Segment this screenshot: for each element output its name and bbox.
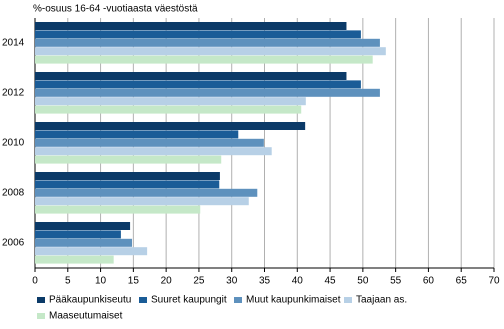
bar bbox=[35, 55, 373, 64]
bar bbox=[35, 105, 302, 114]
y-tick-label: 2008 bbox=[2, 188, 25, 199]
bar bbox=[35, 80, 361, 89]
x-tick-label: 20 bbox=[161, 276, 173, 287]
bar bbox=[35, 238, 133, 247]
x-tick-label: 70 bbox=[488, 276, 500, 287]
bar bbox=[35, 230, 121, 239]
bar bbox=[35, 38, 380, 47]
legend-label: Muut kaupunkimaiset bbox=[246, 295, 341, 306]
bar bbox=[35, 188, 258, 197]
bar bbox=[35, 88, 380, 97]
bar bbox=[35, 197, 249, 206]
x-tick-label: 45 bbox=[325, 276, 337, 287]
bar bbox=[35, 155, 222, 164]
x-tick-label: 50 bbox=[357, 276, 369, 287]
bar bbox=[35, 22, 347, 30]
bar bbox=[35, 247, 148, 256]
bar bbox=[35, 147, 272, 156]
bar bbox=[35, 205, 201, 214]
x-tick-label: 5 bbox=[65, 276, 71, 287]
x-tick-label: 65 bbox=[456, 276, 468, 287]
y-tick-label: 2014 bbox=[2, 38, 25, 49]
x-tick-label: 40 bbox=[292, 276, 304, 287]
x-tick-label: 10 bbox=[95, 276, 107, 287]
legend-swatch bbox=[344, 297, 352, 303]
legend-label: Maaseutumaiset bbox=[49, 311, 123, 322]
x-tick-label: 30 bbox=[226, 276, 238, 287]
y-tick-label: 2012 bbox=[2, 88, 25, 99]
legend-label: Taajaan as. bbox=[356, 295, 407, 306]
bar bbox=[35, 72, 347, 80]
bar bbox=[35, 180, 220, 189]
bar bbox=[35, 47, 386, 56]
x-tick-label: 60 bbox=[423, 276, 435, 287]
x-tick-label: 0 bbox=[32, 276, 38, 287]
bar bbox=[35, 122, 306, 130]
bar bbox=[35, 222, 131, 230]
bar bbox=[35, 138, 264, 147]
legend-swatch bbox=[139, 297, 147, 303]
legend-label: Pääkaupunkiseutu bbox=[49, 295, 131, 306]
legend-label: Suuret kaupungit bbox=[151, 295, 227, 306]
x-tick-label: 15 bbox=[128, 276, 140, 287]
bar bbox=[35, 130, 239, 139]
bar bbox=[35, 97, 306, 106]
legend-swatch bbox=[234, 297, 242, 303]
chart-title: %-osuus 16-64 -vuotiaasta väestöstä bbox=[33, 4, 198, 15]
bar bbox=[35, 255, 114, 264]
legend-swatch bbox=[37, 297, 45, 303]
x-tick-label: 25 bbox=[193, 276, 205, 287]
x-tick-label: 35 bbox=[259, 276, 271, 287]
x-tick-label: 55 bbox=[390, 276, 402, 287]
y-tick-label: 2010 bbox=[2, 138, 25, 149]
bar bbox=[35, 172, 220, 180]
bar bbox=[35, 30, 361, 39]
y-tick-label: 2006 bbox=[2, 238, 25, 249]
legend-swatch bbox=[37, 313, 45, 319]
